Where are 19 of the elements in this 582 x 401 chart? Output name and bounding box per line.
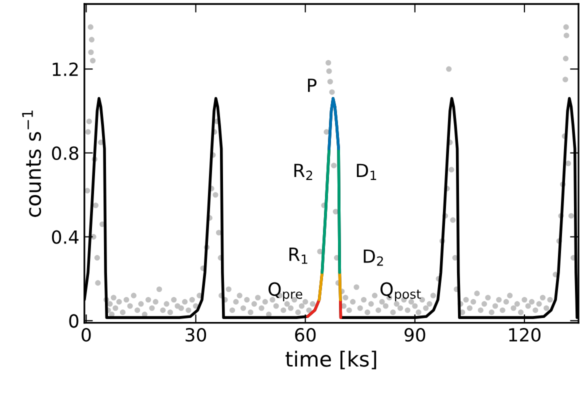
annotation: R$_{2}$ (294, 164, 312, 180)
annotation: P (308, 78, 317, 92)
x-tick-label: 0 (82, 328, 91, 342)
x-tick-label: 90 (404, 328, 426, 342)
annotation: D$_{1}$ (356, 164, 376, 180)
line-series (328, 97, 340, 150)
x-tick-label: 120 (509, 328, 540, 342)
x-tick-label: 30 (186, 328, 206, 342)
y-tick-label: 0.8 (52, 146, 78, 160)
x-axis-title: time [ks] (286, 350, 376, 370)
annotation: R$_{1}$ (289, 248, 308, 264)
annotation: D$_{2}$ (364, 250, 383, 266)
y-tick-label: 0 (69, 314, 78, 328)
y-tick-label: 1.2 (52, 62, 78, 76)
x-tick-label: 60 (295, 328, 316, 342)
y-tick-label: 0.4 (52, 230, 79, 244)
annotation: Q$_{post}$ (380, 282, 421, 302)
annotation: Q$_{pre}$ (268, 282, 302, 302)
y-axis-title: counts s$^{−1}$ (22, 110, 42, 217)
